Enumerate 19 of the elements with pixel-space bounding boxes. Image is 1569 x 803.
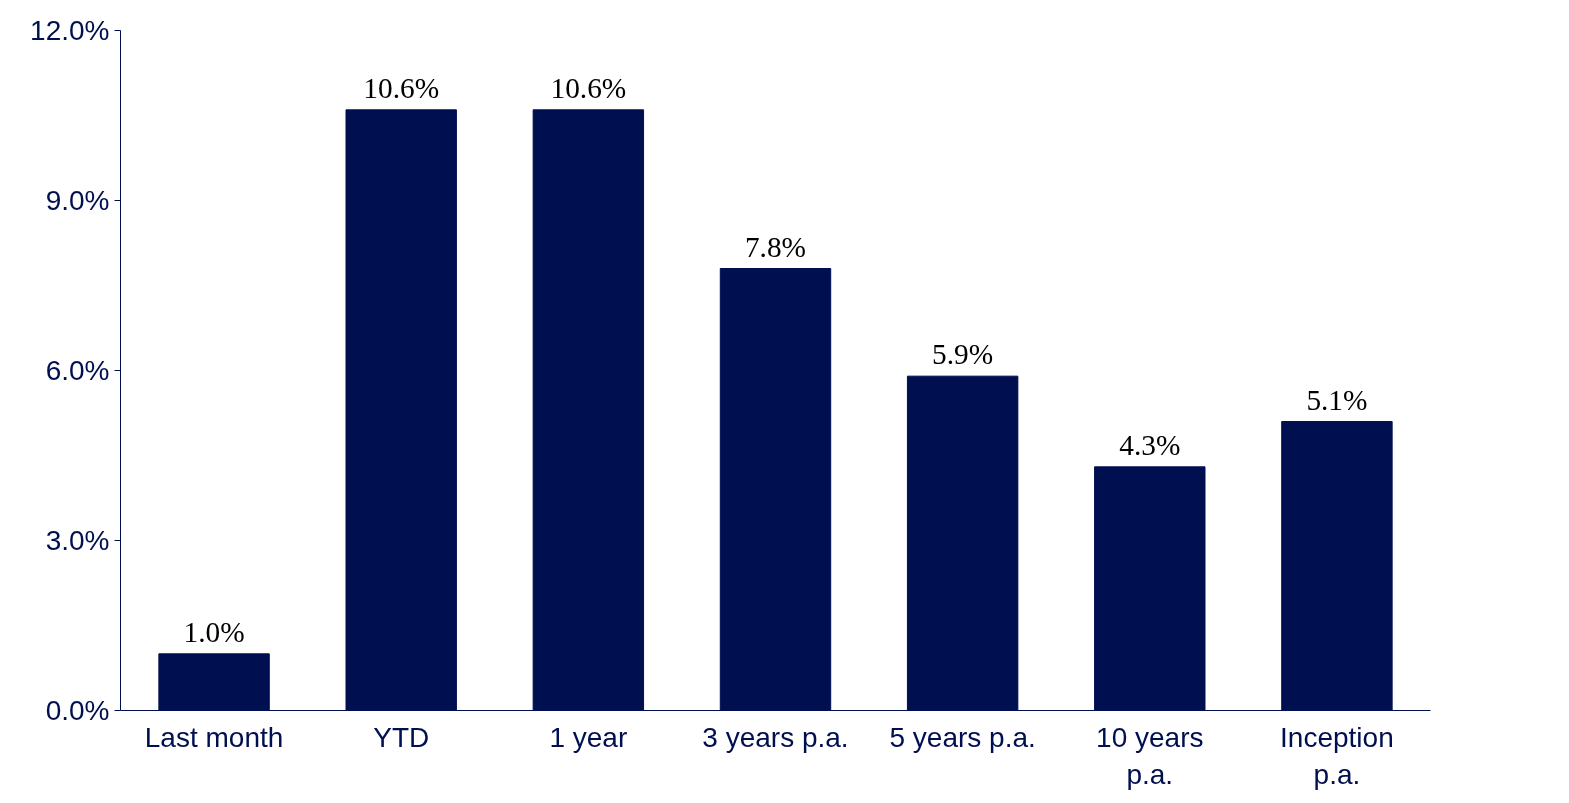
x-tick-label: 1 year bbox=[549, 721, 628, 753]
data-label: 10.6% bbox=[363, 71, 440, 104]
x-tick-label: 3 years p.a. bbox=[702, 721, 849, 753]
data-label: 10.6% bbox=[550, 71, 627, 104]
data-label: 1.0% bbox=[183, 615, 245, 648]
y-tick-label: 3.0% bbox=[45, 525, 110, 556]
x-tick-label: Last month bbox=[144, 721, 284, 753]
x-tick-label: 10 years p.a. bbox=[1096, 721, 1204, 790]
data-label: 7.8% bbox=[744, 230, 807, 263]
data-label: 5.1% bbox=[1306, 383, 1368, 416]
y-tick-label: 0.0% bbox=[45, 695, 110, 726]
x-tick-label: 5 years p.a. bbox=[889, 721, 1036, 753]
x-tick-label: Inception p.a. bbox=[1280, 721, 1394, 790]
y-tick-label: 12.0% bbox=[30, 15, 110, 46]
x-tick-label: YTD bbox=[373, 721, 430, 753]
y-tick-label: 6.0% bbox=[45, 355, 110, 386]
data-label: 5.9% bbox=[932, 338, 994, 371]
data-label: 4.3% bbox=[1119, 428, 1181, 461]
y-tick-label: 9.0% bbox=[45, 185, 110, 216]
